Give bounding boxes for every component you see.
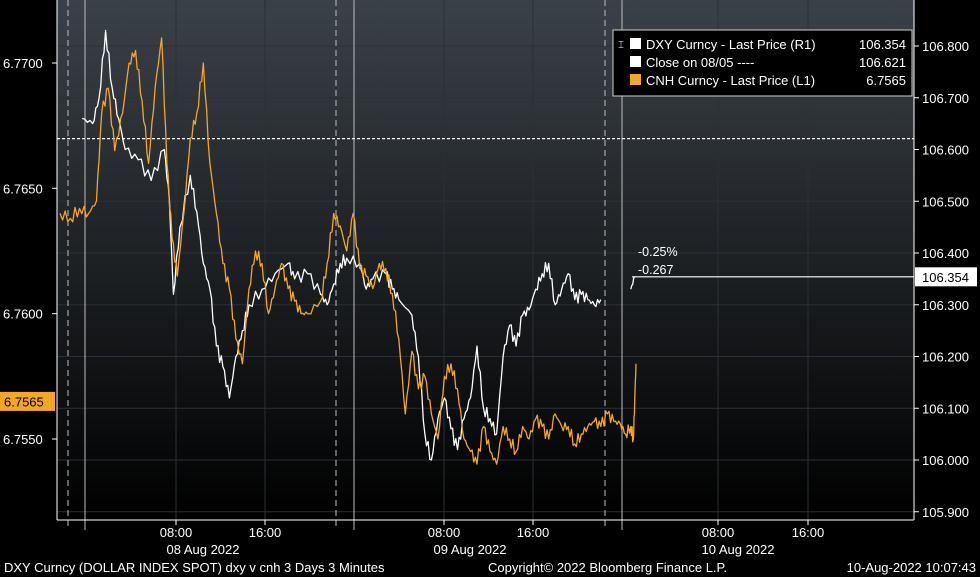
legend-value-dxy: 106.354 — [859, 37, 906, 52]
right-tick-label: 105.900 — [922, 505, 969, 520]
annotation-pct-change: -0.25% — [638, 245, 678, 259]
left-current-value-tag: 6.7565 — [0, 391, 55, 411]
right-tick-label: 106.400 — [922, 246, 969, 261]
right-tick-label: 106.100 — [922, 401, 969, 416]
footer-center: Copyright© 2022 Bloomberg Finance L.P. — [488, 560, 727, 575]
x-tick-label: 16:00 — [517, 525, 550, 540]
series-group — [59, 29, 637, 465]
right-current-value-label: 106.354 — [922, 270, 969, 285]
right-axis-ticks: 106.800 106.700 106.600 106.500 106.400 106.3… — [914, 39, 969, 520]
legend-entry-dxy: DXY Curncy - Last Price (R1) 106.354 — [630, 37, 906, 52]
legend: DXY Curncy - Last Price (R1) 106.354 Clo… — [612, 29, 913, 97]
series-line-dxy — [82, 29, 602, 461]
left-tick-label: 6.7600 — [3, 307, 43, 322]
x-date-label: 09 Aug 2022 — [433, 542, 506, 557]
footer-left: DXY Curncy (DOLLAR INDEX SPOT) dxy v cnh… — [4, 560, 385, 575]
right-current-value-box — [915, 267, 977, 287]
legend-swatch-cnh — [630, 74, 641, 85]
legend-entry-close: Close on 08/05 ---- 106.621 — [630, 55, 906, 70]
right-tick-label: 106.500 — [922, 194, 969, 209]
legend-cursor-icon: ⌶ — [618, 40, 624, 51]
legend-label-dxy: DXY Curncy - Last Price (R1) — [646, 37, 816, 52]
x-axis-ticks: 08:00 16:00 08:00 16:00 08:00 16:00 08 Aug 202… — [160, 520, 825, 557]
legend-value-cnh: 6.7565 — [866, 73, 906, 88]
series-line-dxy — [630, 276, 636, 290]
right-current-value-tag: 106.354 — [632, 267, 977, 287]
legend-entry-cnh: CNH Curncy - Last Price (L1) 6.7565 — [630, 73, 906, 88]
left-current-value-box — [0, 391, 55, 411]
left-axis-ticks: 6.7700 6.7650 6.7600 6.7550 — [3, 56, 57, 447]
right-tick-label: 106.600 — [922, 143, 969, 158]
right-tick-label: 106.700 — [922, 91, 969, 106]
x-tick-label: 08:00 — [160, 525, 193, 540]
legend-swatch-dxy — [630, 38, 641, 49]
right-tick-label: 106.300 — [922, 298, 969, 313]
left-current-value-label: 6.7565 — [4, 394, 44, 409]
x-tick-label: 16:00 — [792, 525, 825, 540]
annotation-abs-change: -0.267 — [638, 263, 673, 277]
right-tick-label: 106.000 — [922, 453, 969, 468]
left-tick-label: 6.7550 — [3, 432, 43, 447]
right-tick-label: 106.200 — [922, 350, 969, 365]
legend-box — [612, 29, 913, 97]
footer-right: 10-Aug-2022 10:07:43 — [847, 560, 976, 575]
x-tick-label: 08:00 — [428, 525, 461, 540]
x-tick-label: 08:00 — [702, 525, 735, 540]
series-line-cnh — [59, 37, 637, 465]
legend-value-close: 106.621 — [859, 55, 906, 70]
legend-label-close: Close on 08/05 ---- — [646, 55, 754, 70]
x-date-label: 08 Aug 2022 — [166, 542, 239, 557]
left-tick-label: 6.7650 — [3, 181, 43, 196]
x-date-label: 10 Aug 2022 — [701, 542, 774, 557]
legend-swatch-close — [630, 56, 641, 67]
x-tick-label: 16:00 — [249, 525, 282, 540]
right-tick-label: 106.800 — [922, 39, 969, 54]
legend-label-cnh: CNH Curncy - Last Price (L1) — [646, 73, 815, 88]
left-tick-label: 6.7700 — [3, 56, 43, 71]
